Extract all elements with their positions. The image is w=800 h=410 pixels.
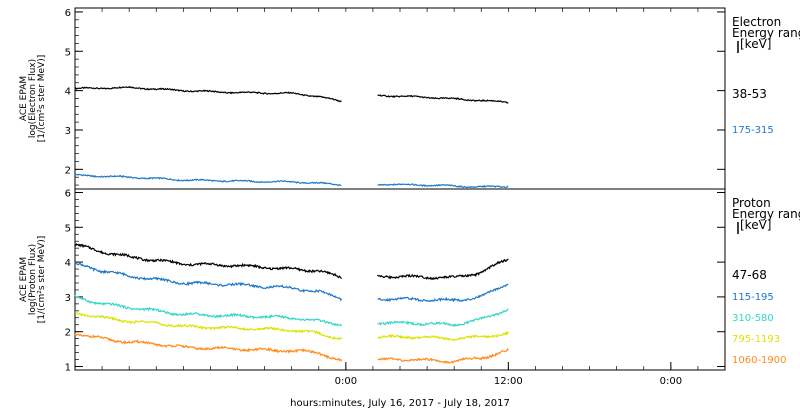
- electron-ylabel-line: ACE EPAM: [19, 76, 29, 121]
- proton-ytick-label: 3: [65, 293, 71, 304]
- xtick-label: 0:00: [660, 376, 682, 387]
- proton-ytick-label: 5: [65, 223, 71, 234]
- electron-ytick-label: 5: [65, 47, 71, 58]
- series-line-47-68-before-gap: [74, 242, 342, 280]
- legend-entry-310-580: 310-580: [732, 313, 774, 324]
- electron-legend-title-line: [keV]: [740, 37, 771, 51]
- xtick-label: 12:00: [494, 376, 523, 387]
- xtick-label: 0:00: [335, 376, 357, 387]
- electron-legend-title-line: Energy range: [732, 26, 800, 40]
- electron-ytick-label: 4: [65, 87, 71, 98]
- series-line-1060-1900-before-gap: [74, 333, 343, 362]
- legend-entry-47-68: 47-68: [732, 268, 767, 282]
- proton-ytick-label: 6: [65, 188, 71, 199]
- proton-ylabel-line: [1/(cm²s ster MeV)]: [37, 236, 47, 323]
- electron-panel-frame: [74, 7, 726, 190]
- series-line-175-315-before-gap: [74, 173, 342, 187]
- series-line-310-580-after-gap: [377, 308, 509, 328]
- proton-legend-title-line: [keV]: [740, 218, 771, 232]
- x-axis-label: hours:minutes, July 16, 2017 - July 18, …: [290, 398, 510, 409]
- series-line-795-1193-after-gap: [377, 330, 509, 341]
- series-line-115-195-after-gap: [377, 283, 509, 303]
- proton-panel-frame: [74, 188, 726, 371]
- proton-ytick-label: 1: [65, 363, 71, 374]
- series-line-310-580-before-gap: [74, 294, 343, 327]
- electron-ytick-label: 6: [65, 8, 71, 19]
- series-line-1060-1900-after-gap: [377, 347, 509, 365]
- legend-entry-175-315: 175-315: [732, 125, 774, 136]
- legend-entry-115-195: 115-195: [732, 292, 774, 303]
- proton-legend-title-line: Energy range: [732, 207, 800, 221]
- proton-ytick-label: 4: [65, 258, 71, 269]
- electron-ylabel-line: [1/(cm²s ster MeV)]: [37, 55, 47, 142]
- legend-entry-1060-1900: 1060-1900: [732, 355, 787, 366]
- series-line-47-68-after-gap: [377, 258, 509, 281]
- proton-legend-title-line: Proton: [732, 196, 771, 210]
- series-line-795-1193-before-gap: [74, 311, 343, 341]
- series-line-175-315-after-gap: [377, 183, 509, 189]
- proton-ylabel-line: log(Proton Flux): [28, 244, 38, 315]
- legend-entry-38-53: 38-53: [732, 87, 767, 101]
- legend-entry-795-1193: 795-1193: [732, 334, 780, 345]
- electron-legend-title-line: Electron: [732, 15, 781, 29]
- series-line-115-195-before-gap: [74, 260, 343, 302]
- electron-ytick-label: 2: [65, 165, 71, 176]
- proton-ytick-label: 2: [65, 328, 71, 339]
- series-line-38-53-before-gap: [74, 86, 342, 103]
- electron-ytick-label: 3: [65, 126, 71, 137]
- series-line-38-53-after-gap: [377, 94, 509, 104]
- electron-ylabel-line: log(Electron Flux): [28, 59, 38, 138]
- proton-ylabel-line: ACE EPAM: [19, 257, 29, 302]
